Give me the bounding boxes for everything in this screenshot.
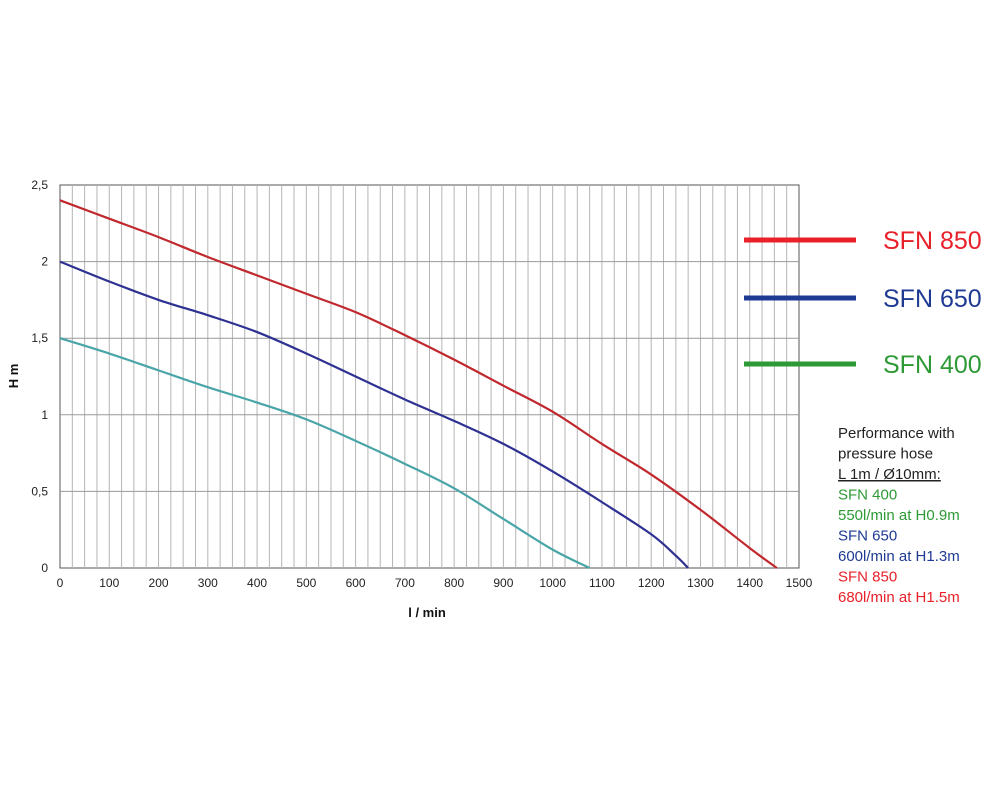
- grid: [60, 185, 799, 568]
- y-tick-label: 2,5: [31, 178, 48, 192]
- legend-label: SFN 400: [883, 351, 982, 379]
- notes-hose-spec: L 1m / Ø10mm:: [838, 466, 941, 483]
- x-tick-label: 700: [395, 576, 415, 590]
- y-tick-label: 1: [41, 408, 48, 422]
- series-line-sfn-400: [59, 337, 591, 569]
- legend-label: SFN 650: [883, 285, 982, 313]
- x-tick-label: 400: [247, 576, 267, 590]
- y-axis-title: H m: [6, 364, 21, 389]
- legend: SFN 850 SFN 650 SFN 400: [744, 227, 982, 379]
- notes-performance: 680l/min at H1.5m: [838, 589, 960, 606]
- notes-performance: 600l/min at H1.3m: [838, 548, 960, 565]
- notes-heading: Performance with: [838, 425, 955, 442]
- series-line-sfn-850: [59, 199, 778, 569]
- x-tick-label: 0: [57, 576, 64, 590]
- notes-performance: 550l/min at H0.9m: [838, 507, 960, 524]
- x-tick-label: 1200: [638, 576, 665, 590]
- y-tick-label: 0: [41, 561, 48, 575]
- x-tick-label: 1000: [539, 576, 566, 590]
- x-tick-label: 900: [493, 576, 513, 590]
- series-line-sfn-650: [59, 260, 689, 569]
- notes-model: SFN 650: [838, 528, 897, 545]
- y-tick-label: 2: [41, 255, 48, 269]
- x-tick-label: 500: [296, 576, 316, 590]
- x-tick-label: 1300: [687, 576, 714, 590]
- series-lines: [59, 199, 778, 569]
- y-tick-labels: 0 0,5 1 1,5 2 2,5: [31, 178, 48, 575]
- notes-heading: pressure hose: [838, 446, 933, 463]
- x-tick-label: 1500: [786, 576, 813, 590]
- y-tick-label: 1,5: [31, 331, 48, 345]
- notes-model: SFN 400: [838, 487, 897, 504]
- x-tick-label: 100: [99, 576, 119, 590]
- legend-label: SFN 850: [883, 227, 982, 255]
- x-tick-label: 1100: [589, 576, 615, 590]
- x-tick-label: 200: [149, 576, 169, 590]
- x-tick-label: 600: [346, 576, 366, 590]
- performance-notes: Performance with pressure hose L 1m / Ø10m…: [838, 425, 960, 606]
- x-tick-labels: 0 100 200 300 400 500 600 700 800 900 1000 1100 1200…: [57, 576, 813, 590]
- x-tick-label: 300: [198, 576, 218, 590]
- notes-model: SFN 850: [838, 569, 897, 586]
- x-tick-label: 800: [444, 576, 464, 590]
- x-axis-title: l / min: [408, 605, 446, 620]
- y-tick-label: 0,5: [31, 484, 48, 498]
- x-tick-label: 1400: [736, 576, 763, 590]
